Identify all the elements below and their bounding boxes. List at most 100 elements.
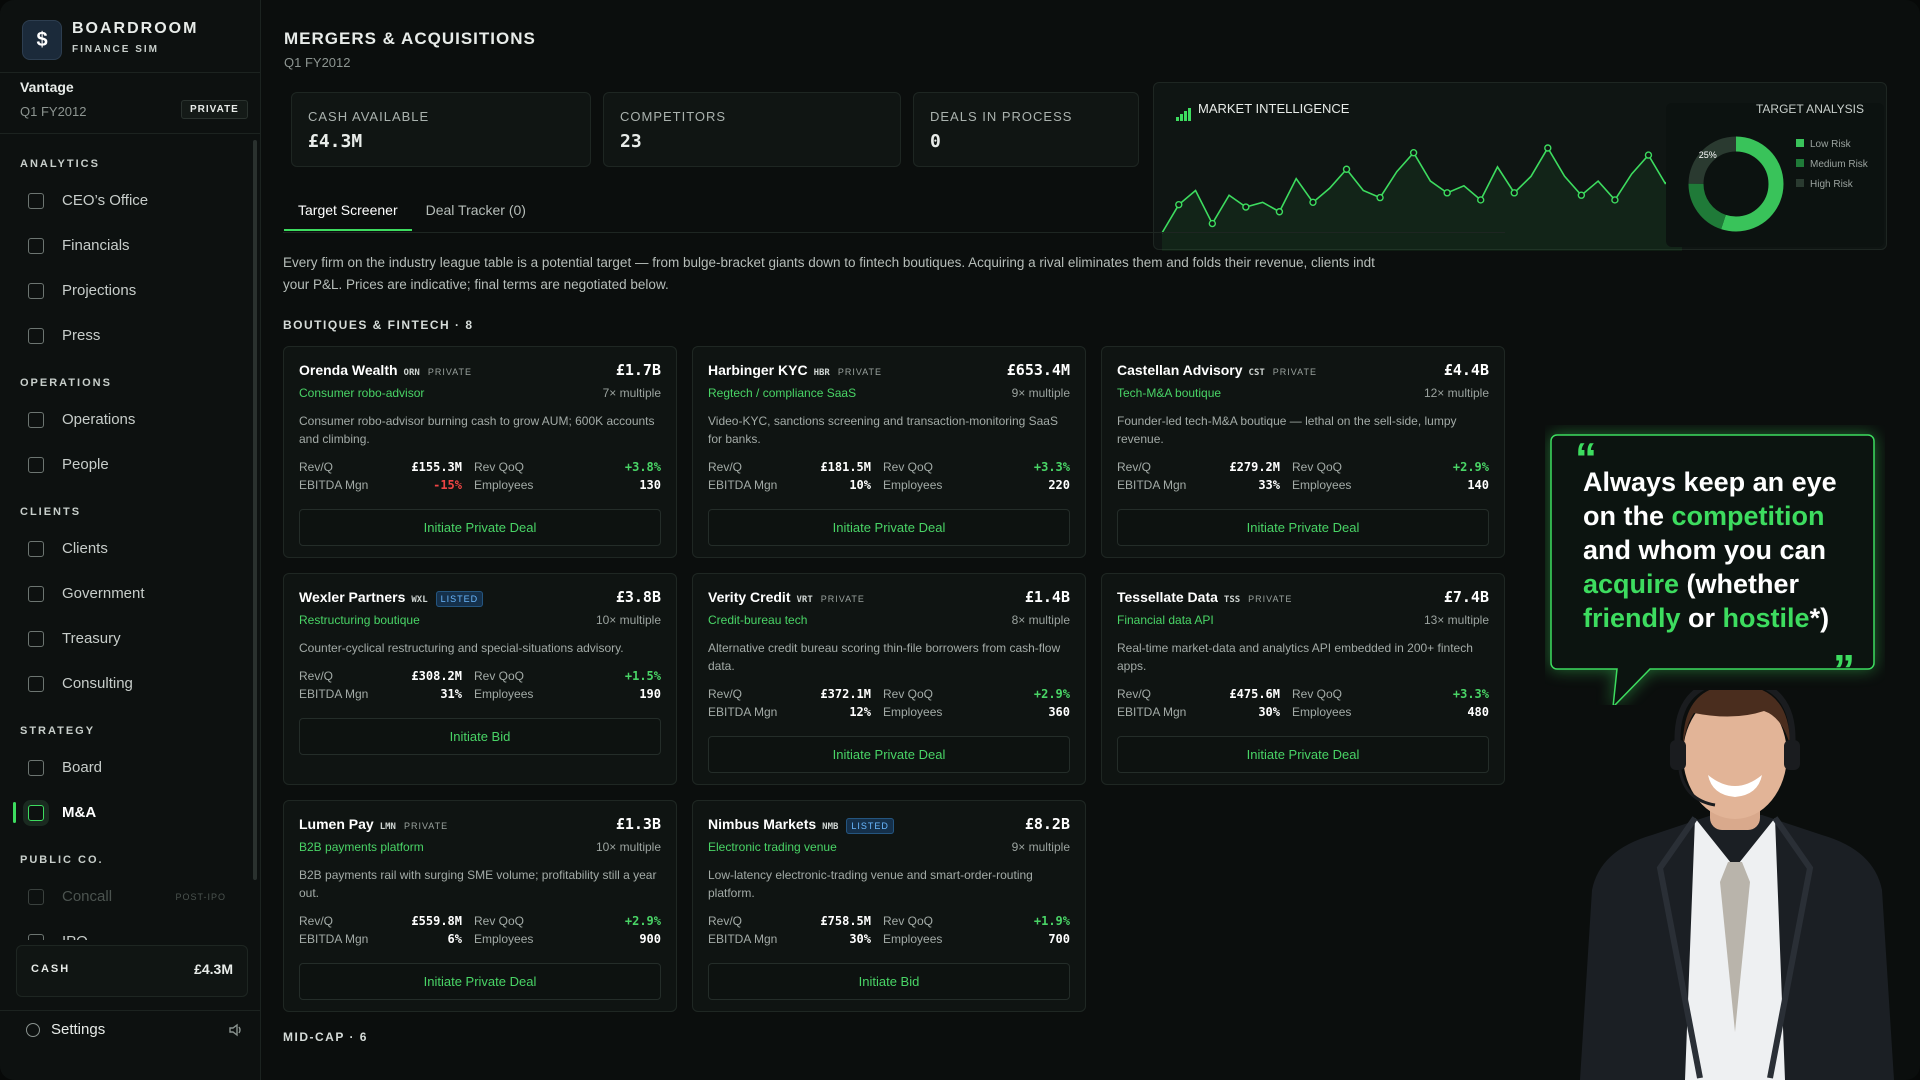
- multiple: 8× multiple: [1011, 613, 1070, 627]
- settings[interactable]: Settings: [51, 1021, 106, 1038]
- metric-value: 12%: [849, 705, 871, 719]
- sector: Credit-bureau tech: [708, 613, 808, 627]
- nav-icon: [28, 675, 44, 692]
- deal-button[interactable]: Initiate Private Deal: [708, 509, 1070, 546]
- card-sub: Regtech / compliance SaaS 9× multiple: [708, 386, 1070, 400]
- metric-value: +3.3%: [1033, 460, 1070, 474]
- scrollbar: [253, 140, 257, 880]
- metric-value: 31%: [440, 687, 462, 701]
- nav-item[interactable]: Operations: [0, 397, 252, 442]
- deal-button[interactable]: Initiate Private Deal: [299, 963, 661, 1000]
- metric-value: 140: [1467, 478, 1489, 492]
- nav-item[interactable]: Consulting: [0, 661, 252, 706]
- tab[interactable]: Deal Tracker (0): [425, 202, 526, 218]
- quote-text: Always keep an eye on the competition an…: [1583, 465, 1863, 635]
- metric-value: 10%: [849, 478, 871, 492]
- nav-item[interactable]: CEO’s Office: [0, 178, 252, 223]
- nav-item[interactable]: Financials: [0, 223, 252, 268]
- metric-label: Employees: [474, 932, 534, 946]
- metric-value: +2.9%: [1033, 687, 1070, 701]
- deal-button[interactable]: Initiate Private Deal: [708, 736, 1070, 773]
- card-sub: Financial data API 13× multiple: [1117, 613, 1489, 627]
- company-name: Castellan Advisory: [1117, 362, 1243, 378]
- metric-label: Rev QoQ: [474, 669, 525, 683]
- deal-button[interactable]: Initiate Private Deal: [299, 509, 661, 546]
- nav-item[interactable]: Press: [0, 313, 252, 358]
- sound-toggle[interactable]: [228, 1022, 244, 1038]
- settings-icon[interactable]: [26, 1023, 40, 1037]
- nav-item[interactable]: IPO: [0, 919, 252, 940]
- card-name-wrap: Nimbus Markets NMB LISTED: [708, 816, 894, 834]
- metric-label: Rev/Q: [299, 460, 334, 474]
- metric-value: £279.2M: [1229, 460, 1280, 474]
- nav-icon: [28, 456, 44, 473]
- ticker: NMB: [822, 822, 839, 832]
- nav-item[interactable]: Government: [0, 571, 252, 616]
- metric-value: 6%: [447, 932, 462, 946]
- nav-item[interactable]: Projections: [0, 268, 252, 313]
- trend-point: [1477, 196, 1485, 204]
- description: Every firm on the industry league table …: [283, 255, 1375, 292]
- price: £653.4M: [1006, 361, 1070, 379]
- svg-text:“: “: [1575, 434, 1597, 483]
- metric-value: +2.9%: [1452, 460, 1489, 474]
- deal-button[interactable]: Initiate Private Deal: [1117, 509, 1489, 546]
- quote-part: friendly: [1583, 603, 1681, 633]
- metrics: Rev/Q £279.2M Rev QoQ +2.9% EBITDA Mgn 33% Emp…: [1117, 460, 1489, 492]
- quote-part: and whom you can: [1583, 501, 1834, 565]
- nav-label: Government: [62, 585, 145, 602]
- sidebar: $ BOARDROOM FINANCE SIM Vantage Q1 FY201…: [0, 0, 261, 1080]
- metric-value: -15%: [433, 478, 462, 492]
- metric-value: £308.2M: [411, 669, 462, 683]
- metric-value: 130: [639, 478, 661, 492]
- nav-icon: [28, 630, 44, 647]
- nav-section-title: CLIENTS: [20, 506, 82, 518]
- metric-value: 30%: [849, 932, 871, 946]
- nav-note: POST-IPO: [175, 891, 226, 902]
- target-card: Orenda Wealth ORN PRIVATE £1.7B Consumer rob…: [283, 346, 677, 558]
- nav-icon: [28, 759, 44, 776]
- nav-icon: [28, 804, 44, 821]
- stat-value: £4.3M: [308, 131, 363, 152]
- nav-icon: [28, 933, 44, 940]
- nav-item[interactable]: Clients: [0, 526, 252, 571]
- logo: $: [22, 20, 62, 60]
- metric-value: 900: [639, 932, 661, 946]
- multiple: 10× multiple: [595, 840, 661, 854]
- metric-value: 360: [1048, 705, 1070, 719]
- metric-label: EBITDA Mgn: [708, 932, 778, 946]
- metrics: Rev/Q £758.5M Rev QoQ +1.9% EBITDA Mgn 30% Emp…: [708, 914, 1070, 946]
- cash-label: CASH: [31, 963, 71, 975]
- sector: Tech-M&A boutique: [1117, 386, 1222, 400]
- metric-label: Rev/Q: [708, 687, 743, 701]
- card-sub: B2B payments platform 10× multiple: [299, 840, 661, 854]
- tab[interactable]: Target Screener: [284, 195, 412, 231]
- stat-label: DEALS IN PROCESS: [930, 109, 1073, 124]
- price: £1.7B: [615, 361, 661, 379]
- divider: [0, 133, 261, 134]
- trend-point: [1510, 189, 1518, 197]
- card-description: Low-latency electronic-trading venue and…: [708, 868, 1033, 900]
- page-period: Q1 FY2012: [284, 55, 351, 70]
- metrics: Rev/Q £475.6M Rev QoQ +3.3% EBITDA Mgn 30% Emp…: [1117, 687, 1489, 719]
- deal-button[interactable]: Initiate Bid: [299, 718, 661, 755]
- deal-button[interactable]: Initiate Private Deal: [1117, 736, 1489, 773]
- card-description: Alternative credit bureau scoring thin-f…: [708, 641, 1061, 673]
- nav-item[interactable]: Board: [0, 745, 252, 790]
- nav-item[interactable]: Treasury: [0, 616, 252, 661]
- nav-item[interactable]: M&A: [0, 790, 252, 835]
- trend-point: [1342, 165, 1351, 173]
- stat-value: 23: [620, 131, 642, 152]
- metric-label: Rev/Q: [1117, 687, 1152, 701]
- metric-value: £559.8M: [411, 914, 462, 928]
- card-name-wrap: Tessellate Data TSS PRIVATE: [1117, 589, 1292, 607]
- multiple: 9× multiple: [1011, 386, 1070, 400]
- brand-subtitle: FINANCE SIM: [72, 44, 159, 55]
- nav-item[interactable]: People: [0, 442, 252, 487]
- deal-button[interactable]: Initiate Bid: [708, 963, 1070, 1000]
- card-header: Wexler Partners WXL LISTED £3.8B: [299, 588, 661, 607]
- nav-icon: [28, 540, 44, 557]
- metric-label: EBITDA Mgn: [1117, 478, 1187, 492]
- metric-label: Rev/Q: [708, 914, 743, 928]
- legend-swatch: [1796, 139, 1804, 147]
